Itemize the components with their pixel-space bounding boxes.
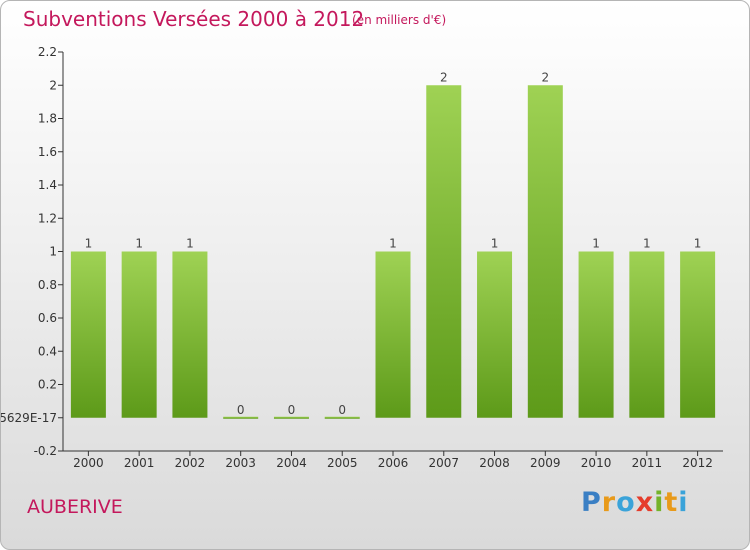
bar-2000 (70, 251, 106, 418)
bar-value-label: 1 (643, 237, 651, 251)
bar-value-label: 1 (592, 237, 600, 251)
y-tick-label: 2.2 (38, 45, 57, 59)
bar-2012 (680, 251, 716, 418)
x-tick-label: 2006 (378, 456, 409, 470)
y-tick-label: 1.4 (38, 178, 57, 192)
y-tick-label: 1.8 (38, 112, 57, 126)
bar-value-label: 2 (440, 70, 448, 84)
x-tick-label: 2002 (175, 456, 206, 470)
x-tick-label: 2010 (581, 456, 612, 470)
x-tick-label: 2003 (225, 456, 256, 470)
y-tick-label: -1.15629E-17 (1, 411, 57, 425)
x-tick-label: 2004 (276, 456, 307, 470)
x-tick-label: 2000 (73, 456, 104, 470)
bar-value-label: 1 (491, 237, 499, 251)
bar-value-label: 1 (85, 237, 93, 251)
x-tick-label: 2009 (530, 456, 561, 470)
bar-2006 (375, 251, 411, 418)
y-tick-label: 0.2 (38, 378, 57, 392)
bar-value-label: 1 (389, 237, 397, 251)
x-tick-label: 2005 (327, 456, 358, 470)
bar-value-label: 1 (135, 237, 143, 251)
bar-value-label: 2 (541, 70, 549, 84)
bar-2010 (578, 251, 614, 418)
y-tick-label: 1 (49, 245, 57, 259)
y-tick-label: 2 (49, 78, 57, 92)
bar-2009 (527, 85, 563, 418)
bar-2005 (324, 416, 360, 419)
chart-subtitle: (en milliers d'€) (352, 13, 447, 27)
proxiti-logo: Proxiti (581, 487, 689, 518)
bar-value-label: 0 (288, 403, 296, 417)
x-tick-label: 2011 (632, 456, 663, 470)
x-tick-label: 2001 (124, 456, 155, 470)
bar-2007 (426, 85, 462, 418)
bar-value-label: 0 (237, 403, 245, 417)
bar-2011 (629, 251, 665, 418)
bar-value-label: 1 (694, 237, 702, 251)
x-tick-label: 2012 (682, 456, 713, 470)
city-name: AUBERIVE (27, 496, 123, 518)
x-tick-label: 2007 (428, 456, 459, 470)
bar-2008 (477, 251, 513, 418)
bar-2001 (121, 251, 157, 418)
y-tick-label: 1.2 (38, 211, 57, 225)
y-tick-label: 0.4 (38, 344, 57, 358)
bar-2003 (223, 416, 259, 419)
bar-value-label: 0 (338, 403, 346, 417)
chart-title: Subventions Versées 2000 à 2012 (23, 7, 365, 31)
y-tick-label: 1.6 (38, 145, 57, 159)
y-tick-label: 0.6 (38, 311, 57, 325)
y-tick-label: -0.2 (34, 444, 57, 458)
bar-2004 (273, 416, 309, 419)
bar-2002 (172, 251, 208, 418)
x-tick-label: 2008 (479, 456, 510, 470)
bar-value-label: 1 (186, 237, 194, 251)
y-tick-label: 0.8 (38, 278, 57, 292)
